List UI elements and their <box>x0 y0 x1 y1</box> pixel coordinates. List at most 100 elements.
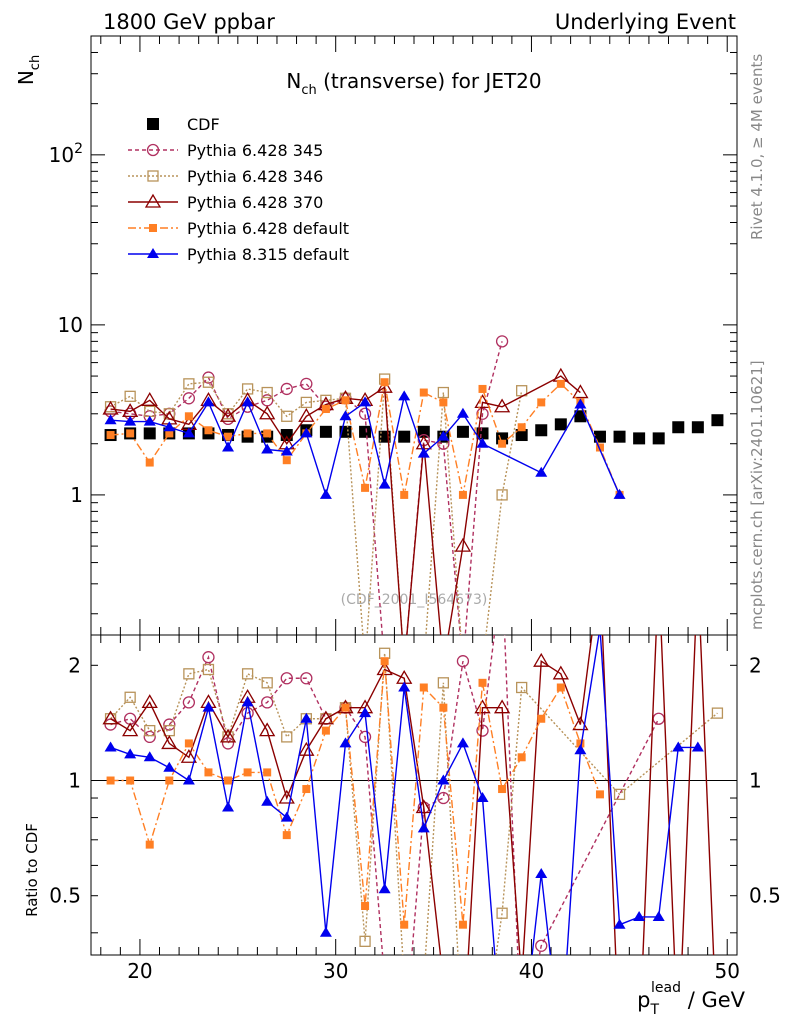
ratio-point-p6def <box>595 790 604 799</box>
ratio-point-p8def <box>476 792 489 803</box>
legend-marker-p370 <box>144 193 162 208</box>
main-point-cdf <box>319 425 332 438</box>
main-point-p345 <box>300 377 313 390</box>
main-point-p6def <box>165 429 174 438</box>
legend-label-p345: Pythia 6.428 345 <box>187 141 323 160</box>
ratio-point-p345 <box>437 791 450 805</box>
ratio-point-p346 <box>261 677 273 689</box>
ratio-point-p6def <box>537 714 546 723</box>
ratio-point-p6def <box>302 785 311 794</box>
main-point-p370 <box>493 398 511 413</box>
main-point-p370 <box>259 405 276 420</box>
main-point-p8def <box>359 396 372 407</box>
legend-label-cdf: CDF <box>187 115 220 134</box>
main-point-p345 <box>280 382 293 396</box>
main-point-p8def <box>339 410 352 421</box>
ratio-point-p6def <box>341 703 350 712</box>
ratio-point-p370 <box>652 565 666 577</box>
ratio-point-p6def <box>517 753 526 762</box>
main-point-p370 <box>219 407 237 422</box>
ratio-point-p346 <box>144 724 156 737</box>
main-point-p346 <box>124 390 136 402</box>
ratio-point-p370 <box>102 710 119 725</box>
ratio-point-p345 <box>241 706 254 720</box>
main-point-cdf <box>672 421 685 434</box>
ratio-point-p370 <box>259 722 276 737</box>
ratio-point-p8def <box>300 712 313 723</box>
y-tick-label-ratio-left: 2 <box>68 653 81 677</box>
legend-marker-p345 <box>146 143 160 157</box>
main-point-p8def <box>437 430 450 441</box>
ratio-point-p6def <box>380 657 389 666</box>
main-point-p345 <box>182 392 196 405</box>
main-point-cdf <box>476 427 489 440</box>
ratio-point-p8def <box>672 741 685 752</box>
ratio-point-p370 <box>533 652 550 667</box>
main-point-p370 <box>397 658 411 670</box>
ratio-point-p370 <box>593 565 607 577</box>
ratio-point-p345 <box>280 672 293 685</box>
main-point-p6def <box>204 426 213 435</box>
ratio-point-p346 <box>516 681 528 694</box>
ratio-point-p6def <box>439 703 448 712</box>
y-tick-label-ratio-right: 0.5 <box>749 884 781 908</box>
ratio-point-p6def <box>400 920 409 929</box>
ratio-point-p8def <box>535 867 548 878</box>
ratio-point-p370 <box>552 665 569 680</box>
ratio-point-p8def <box>143 751 156 762</box>
main-point-p8def <box>143 415 156 426</box>
ratio-point-p370 <box>298 741 315 756</box>
main-point-p345 <box>399 659 410 670</box>
main-point-p6def <box>263 429 272 438</box>
main-point-p8def <box>222 441 235 452</box>
ratio-point-p6def <box>204 768 213 777</box>
legend-label-p370: Pythia 6.428 370 <box>187 193 323 212</box>
main-point-p6def <box>537 398 546 407</box>
main-point-p370 <box>102 400 119 415</box>
legend-label-p6def: Pythia 6.428 default <box>187 219 349 238</box>
x-tick-label: 30 <box>323 959 348 983</box>
ratio-point-p6def <box>556 683 565 692</box>
main-point-p346 <box>360 660 370 670</box>
ratio-point-p345 <box>652 712 665 725</box>
main-point-p8def <box>241 396 254 407</box>
main-point-p8def <box>319 488 332 499</box>
ratio-point-p370 <box>317 710 335 725</box>
ratio-point-p8def <box>691 741 704 752</box>
legend-label-p346: Pythia 6.428 346 <box>187 167 323 186</box>
ratio-point-p345 <box>379 975 390 986</box>
ratio-point-p370 <box>376 661 393 676</box>
axes-main: 1 10 102 <box>49 35 737 635</box>
legend-marker-p8def <box>147 248 159 258</box>
main-point-p8def <box>535 466 548 477</box>
ratio-point-p8def <box>633 910 646 921</box>
legend-label-p8def: Pythia 8.315 default <box>187 245 349 264</box>
ratio-point-p8def <box>417 822 430 833</box>
mcplots-label: mcplots.cern.ch [arXiv:2401.10621] <box>748 360 766 630</box>
ratio-point-p6def <box>126 776 135 785</box>
main-line-p6def <box>110 382 621 496</box>
main-point-p346 <box>419 660 429 670</box>
ratio-point-p345 <box>143 730 156 744</box>
main-point-p8def <box>456 407 469 418</box>
main-point-p6def <box>361 483 370 492</box>
main-point-p6def <box>498 439 507 448</box>
main-point-p345 <box>495 335 509 348</box>
y-tick-label-ratio-left: 1 <box>68 769 81 793</box>
ratio-point-p6def <box>321 726 330 735</box>
ratio-plot-frame <box>90 634 738 956</box>
main-point-p370 <box>141 392 158 406</box>
main-point-p6def <box>184 412 193 421</box>
series-ratio <box>102 565 724 986</box>
ratio-point-p8def <box>594 622 606 632</box>
header-right: Underlying Event <box>555 10 736 34</box>
y-axis-label-ratio: Ratio to CDF <box>23 823 41 917</box>
ratio-point-p345 <box>456 655 470 668</box>
ratio-point-p370 <box>572 716 589 731</box>
ratio-point-p6def <box>224 776 233 785</box>
main-point-cdf <box>359 425 372 438</box>
main-point-p6def <box>458 490 467 499</box>
ratio-point-p346 <box>124 691 136 703</box>
ratio-line-p346 <box>110 653 718 955</box>
